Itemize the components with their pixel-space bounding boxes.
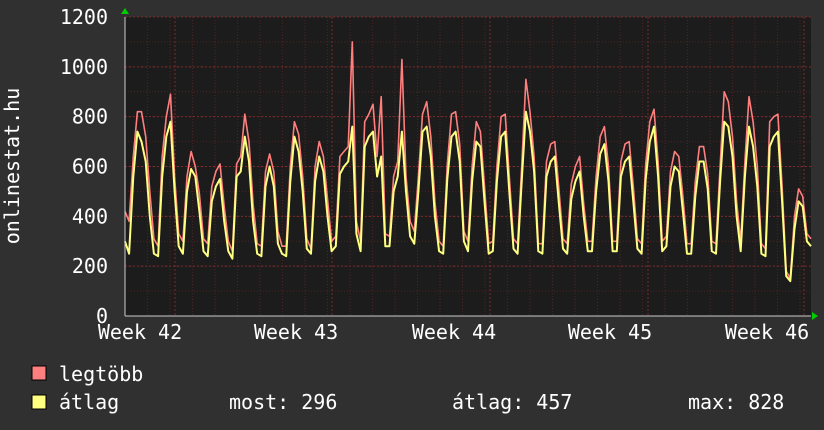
y-tick-label: 800 xyxy=(72,105,108,129)
y-tick-label: 1200 xyxy=(60,5,108,29)
y-axis-label: onlinestat.hu xyxy=(0,88,24,245)
stat-max: max: 828 xyxy=(688,390,784,414)
x-tick-label: Week 46 xyxy=(725,320,809,344)
stat-most: most: 296 xyxy=(229,390,337,414)
legend-label-avg: átlag xyxy=(59,390,119,414)
x-tick-label: Week 43 xyxy=(254,320,338,344)
x-tick-labels: Week 42 Week 43 Week 44 Week 45 Week 46 xyxy=(98,320,809,344)
x-axis-arrow-icon xyxy=(812,312,818,320)
grid-lines xyxy=(125,16,811,316)
legend: legtöbb átlag most: 296 átlag: 457 max: … xyxy=(31,362,784,414)
y-tick-label: 200 xyxy=(72,254,108,278)
axes xyxy=(121,8,818,320)
y-tick-label: 600 xyxy=(72,155,108,179)
y-tick-label: 0 xyxy=(96,304,108,328)
legend-label-max: legtöbb xyxy=(59,362,143,386)
legend-swatch-max xyxy=(31,365,47,381)
y-axis-arrow-icon xyxy=(121,8,129,14)
legend-swatch-avg xyxy=(31,394,47,410)
legend-item-avg: átlag xyxy=(31,390,119,414)
stat-atlag: átlag: 457 xyxy=(452,390,572,414)
y-tick-label: 1000 xyxy=(60,55,108,79)
series-layer xyxy=(124,41,812,283)
y-tick-labels: 0 200 400 600 800 1000 1200 xyxy=(60,5,108,328)
y-tick-label: 400 xyxy=(72,204,108,228)
series-line-atlag xyxy=(124,110,812,283)
x-tick-label: Week 44 xyxy=(412,320,496,344)
x-tick-label: Week 45 xyxy=(568,320,652,344)
legend-item-max: legtöbb xyxy=(31,362,143,386)
x-tick-label: Week 42 xyxy=(98,320,182,344)
